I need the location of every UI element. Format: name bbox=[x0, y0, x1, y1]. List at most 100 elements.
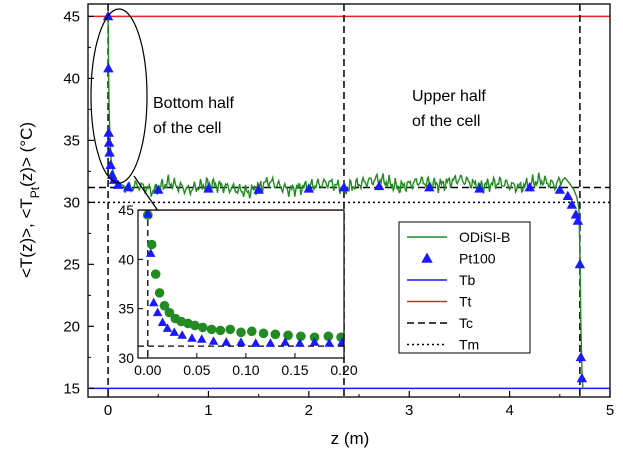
inset-odisi-marker bbox=[164, 307, 175, 318]
annotation-bottom-line1: Bottom half bbox=[153, 95, 234, 112]
inset-odisi-marker bbox=[246, 326, 257, 337]
pt100-marker bbox=[566, 199, 578, 209]
inset-odisi-marker bbox=[146, 239, 157, 250]
annotation-upper-line1: Upper half bbox=[412, 88, 486, 105]
inset-pt100-marker bbox=[152, 307, 163, 317]
inset-odisi-marker bbox=[215, 325, 226, 336]
inset-x-tick-label: 0.10 bbox=[232, 362, 259, 378]
x-tick-label: 4 bbox=[505, 402, 513, 419]
highlight-ellipse bbox=[90, 8, 148, 184]
inset-pt100-marker bbox=[324, 338, 335, 347]
plot-frame bbox=[87, 3, 611, 398]
inset-pt100-marker bbox=[187, 333, 197, 342]
inset-odisi-marker bbox=[270, 329, 281, 340]
pt100-marker bbox=[424, 181, 435, 192]
inset-pt100-marker bbox=[148, 297, 159, 307]
inset-frame bbox=[137, 209, 345, 359]
legend-label: Tm bbox=[459, 337, 479, 353]
pt100-marker bbox=[373, 180, 385, 191]
inset-odisi-marker bbox=[283, 330, 293, 341]
pt100-marker bbox=[575, 351, 587, 362]
inset-pt100-marker bbox=[157, 317, 168, 326]
legend-label: Pt100 bbox=[459, 251, 496, 267]
pt100-marker bbox=[103, 62, 114, 73]
main-series-layer bbox=[102, 10, 588, 389]
legend-box bbox=[398, 221, 531, 354]
inset-x-tick-label: 0.05 bbox=[183, 362, 210, 378]
annotation-bottom-line2: of the cell bbox=[153, 120, 221, 137]
inset-reference-lines bbox=[138, 210, 344, 358]
legend: ODiSI-B Pt100 Tb Tt Tc Tm bbox=[398, 221, 531, 354]
pt100-marker bbox=[554, 184, 566, 194]
inset-pt100-marker bbox=[162, 323, 173, 332]
inset-pt100-marker bbox=[146, 248, 156, 257]
inset-x-tick-label: 0.20 bbox=[330, 362, 357, 378]
inset-odisi-marker bbox=[190, 320, 200, 331]
pt100-marker bbox=[103, 127, 114, 137]
pt100-marker bbox=[576, 372, 588, 383]
x-axis-title: z (m) bbox=[331, 429, 370, 448]
inset-series-layer bbox=[143, 210, 344, 347]
inset-pt100-marker bbox=[169, 327, 180, 336]
pt100-marker bbox=[153, 184, 164, 194]
y-tick-label: 35 bbox=[63, 132, 80, 149]
pt100-marker bbox=[105, 159, 116, 170]
inset-odisi-marker bbox=[258, 328, 269, 339]
y-tick-label: 30 bbox=[63, 194, 80, 211]
inset-odisi-marker bbox=[159, 300, 170, 311]
inset-pt100-marker bbox=[265, 338, 276, 347]
y-axis-title: <T(z)>, <TPt(z)> (°C) bbox=[17, 122, 42, 278]
inset-pt100-marker bbox=[236, 337, 246, 346]
inset-odisi-marker bbox=[323, 331, 334, 342]
inset-pt100-marker bbox=[309, 337, 320, 346]
y-tick-label: 45 bbox=[63, 8, 80, 25]
y-tick-label: 25 bbox=[63, 256, 80, 273]
inset-pt100-marker bbox=[337, 337, 344, 346]
inset-chart: 0.00 0.05 0.10 0.15 0.20 30 35 40 45 bbox=[118, 202, 357, 378]
legend-label: Tc bbox=[459, 315, 473, 331]
pt100-marker bbox=[524, 181, 535, 192]
inset-pt100-marker bbox=[295, 338, 305, 347]
inset-odisi-marker bbox=[197, 322, 208, 333]
x-tick-label: 2 bbox=[305, 402, 313, 419]
inset-pt100-marker bbox=[143, 210, 153, 218]
inset-odisi-marker bbox=[150, 269, 161, 279]
legend-label: Tb bbox=[459, 272, 476, 288]
pt100-marker bbox=[253, 184, 264, 194]
inset-odisi-marker bbox=[206, 324, 217, 335]
inset-odisi-marker bbox=[296, 331, 306, 342]
pt100-marker bbox=[104, 147, 115, 157]
inset-x-tick-label: 0.15 bbox=[281, 362, 308, 378]
y-tick-label: 20 bbox=[63, 318, 80, 335]
inset-y-tick-label: 35 bbox=[118, 301, 134, 317]
pt100-marker bbox=[562, 190, 574, 201]
pt100-marker bbox=[574, 258, 586, 269]
annotation-upper-line2: of the cell bbox=[412, 113, 480, 130]
inset-pt100-marker bbox=[197, 334, 207, 343]
pt100-marker bbox=[103, 137, 115, 147]
inset-odisi-marker bbox=[236, 327, 246, 338]
pt100-marker bbox=[474, 183, 485, 193]
y-tick-label: 15 bbox=[63, 380, 80, 397]
x-tick-label: 1 bbox=[204, 402, 212, 419]
inset-pt100-marker bbox=[280, 337, 290, 346]
x-tick-label: 0 bbox=[104, 402, 112, 419]
pt100-marker bbox=[572, 215, 584, 225]
inset-odisi-marker bbox=[225, 324, 236, 335]
pt100-marker bbox=[203, 183, 214, 193]
pt100-marker bbox=[122, 181, 134, 192]
inset-axis-ticks: 0.00 0.05 0.10 0.15 0.20 30 35 40 45 bbox=[118, 202, 357, 378]
inset-pt100-marker bbox=[250, 338, 261, 347]
inset-pt100-marker bbox=[221, 337, 232, 346]
legend-marker-pt100 bbox=[421, 252, 433, 263]
legend-label: ODiSI-B bbox=[459, 229, 510, 245]
x-tick-label: 3 bbox=[405, 402, 413, 419]
inset-x-tick-label: 0.00 bbox=[134, 362, 161, 378]
pt100-marker bbox=[338, 181, 350, 192]
x-tick-label: 5 bbox=[606, 402, 614, 419]
y-tick-label: 40 bbox=[63, 70, 80, 87]
inset-pt100-marker bbox=[208, 336, 219, 345]
pt100-marker bbox=[112, 179, 124, 189]
